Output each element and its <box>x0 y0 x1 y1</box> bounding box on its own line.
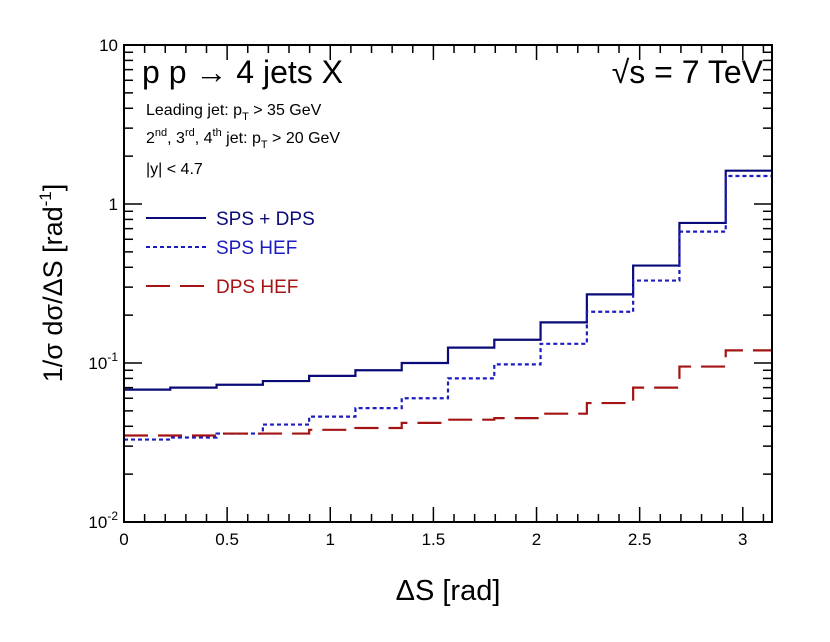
series-sps-dps <box>124 169 772 391</box>
plot-frame <box>123 44 773 523</box>
series-layer <box>124 169 772 441</box>
cut-leading-jet: Leading jet: pT > 35 GeV <box>146 102 322 123</box>
y-tick-label: 10-2 <box>88 509 118 532</box>
cut-rapidity: |y| < 4.7 <box>146 161 203 178</box>
legend-label-sps-hef: SPS HEF <box>216 238 297 259</box>
legend-label-sps-dps: SPS + DPS <box>216 209 315 230</box>
x-tick-label: 2 <box>532 530 541 549</box>
x-tick-label: 1.5 <box>422 530 446 549</box>
tick-labels: 0 0.5 1 1.5 2 2.5 3 10 1 10-1 10-2 <box>88 36 747 549</box>
y-tick-label: 10-1 <box>88 350 118 373</box>
x-tick-label: 1 <box>326 530 335 549</box>
y-tick-label: 10 <box>99 36 118 55</box>
energy-label: √s = 7 TeV <box>612 54 764 90</box>
cut-other-jets: 2nd, 3rd, 4th jet: pT > 20 GeV <box>146 127 340 151</box>
y-tick-label: 1 <box>109 195 118 214</box>
y-axis-label: 1/σ dσ/ΔS [rad-1] <box>36 184 68 383</box>
x-tick-label: 0.5 <box>215 530 239 549</box>
x-tick-label: 3 <box>738 530 747 549</box>
legend: SPS + DPS SPS HEF DPS HEF <box>146 209 315 298</box>
x-tick-label: 2.5 <box>628 530 652 549</box>
legend-label-dps-hef: DPS HEF <box>216 277 298 298</box>
chart-title: p p → 4 jets X <box>142 54 343 90</box>
x-tick-label: 0 <box>119 530 128 549</box>
x-axis-label: ΔS [rad] <box>396 575 501 607</box>
series-dps-hef <box>124 349 772 437</box>
